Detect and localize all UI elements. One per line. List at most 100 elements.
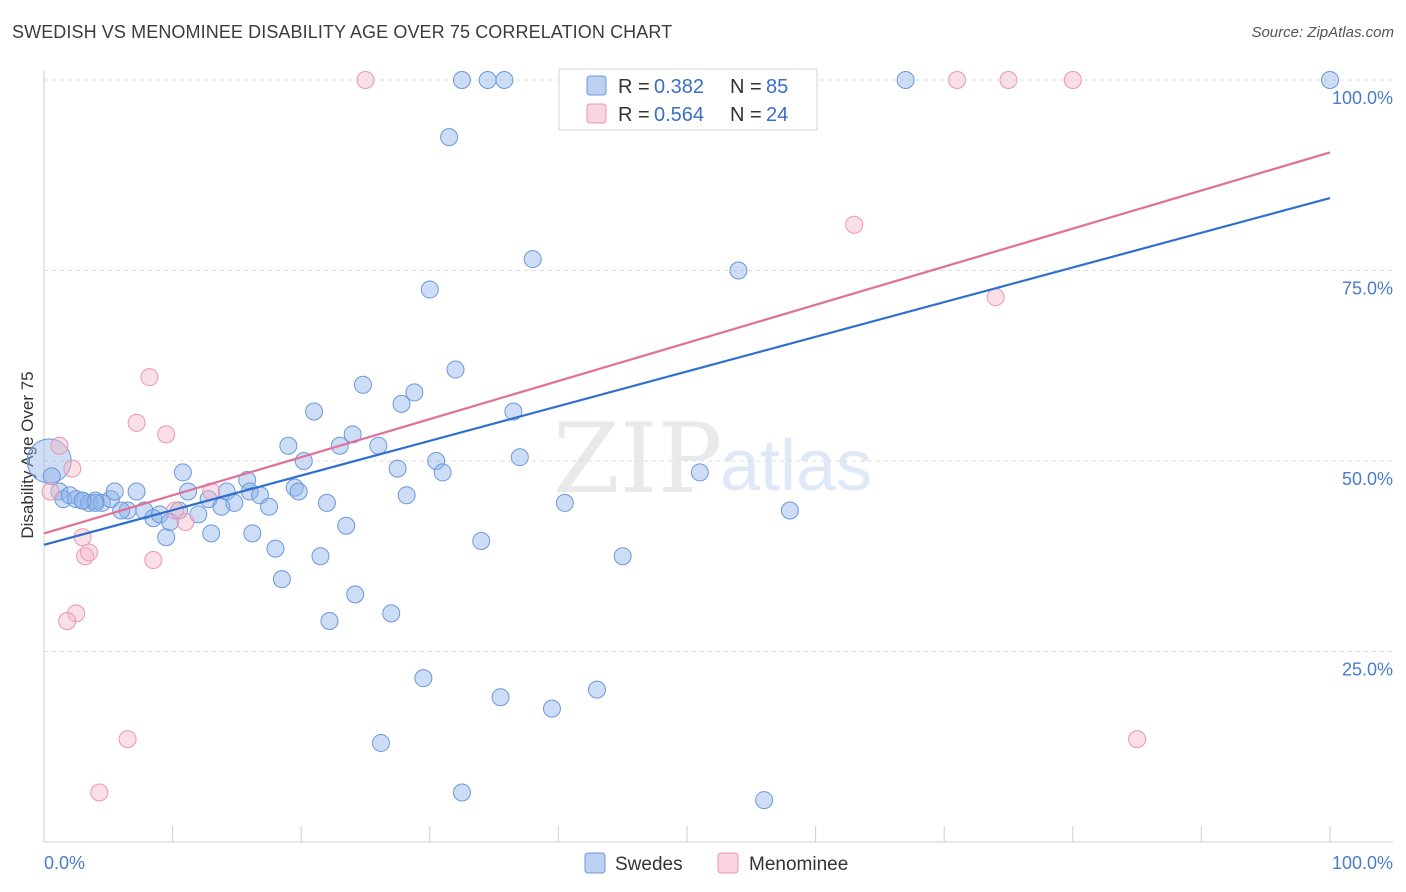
menominee-point-18 [845,215,864,234]
swedes-point-68 [510,448,529,467]
bottom-legend-swatch-menominee [717,852,739,874]
swedes-point-75 [729,261,748,280]
swedes-point-55 [414,669,433,688]
swedes-point-11 [105,482,124,501]
swedes-point-69 [523,250,542,269]
swedes-point-70 [542,699,561,718]
swedes-point-37 [289,482,308,501]
swedes-point-56 [420,280,439,299]
legend-r-label-swedes: R = [618,76,650,98]
swedes-point-35 [279,436,298,455]
swedes-point-57 [427,452,446,470]
menominee-point-7 [80,543,99,562]
swedes-point-14 [135,501,154,520]
swedes-point-52 [392,394,411,413]
menominee-point-8 [90,783,109,802]
swedes-point-65 [491,688,510,707]
watermark: ZIP atlas [553,403,872,515]
menominee-point-23 [1128,730,1147,749]
y-tick-label-25: 25.0% [1342,660,1393,680]
swedes-point-34 [272,570,291,589]
series-menominee-points [41,71,1147,802]
swedes-point-84 [73,491,92,510]
swedes-point-24 [202,524,221,543]
source-label: Source: ZipAtlas.com [1251,24,1394,41]
swedes-point-80 [1321,71,1339,89]
menominee-point-17 [356,71,375,89]
series-swedes-points [26,71,1339,810]
menominee-point-10 [127,413,146,432]
legend-swatch-menominee [586,103,607,124]
menominee-point-5 [73,528,92,547]
swedes-point-66 [495,71,514,89]
menominee-point-0 [41,482,60,501]
swedes-point-71 [555,493,574,512]
watermark-zip: ZIP [553,403,722,515]
x-axis-ticks [43,826,1331,842]
swedes-point-33 [266,539,285,558]
legend-n-value-swedes: 85 [766,76,788,98]
menominee-point-9 [118,730,137,749]
gridlines [44,79,1393,652]
swedes-point-32 [260,497,279,516]
swedes-point-30 [243,524,262,543]
menominee-point-15 [176,512,195,531]
swedes-point-20 [173,463,192,482]
swedes-point-63 [472,532,491,551]
menominee-point-20 [986,288,1005,307]
legend-n-value-menominee: 24 [766,104,788,126]
swedes-point-40 [311,547,330,566]
menominee-point-12 [144,551,163,570]
y-axis-tick-labels: 25.0% 50.0% 75.0% 100.0% [1332,88,1393,680]
legend-r-label-menominee: R = [618,104,650,126]
swedes-point-47 [353,375,372,394]
y-tick-label-100: 100.0% [1332,88,1393,108]
swedes-point-51 [388,459,407,478]
bottom-legend-swatch-swedes [584,852,606,874]
menominee-point-1 [50,436,69,455]
swedes-point-42 [320,612,339,631]
swedes-point-1 [42,467,61,486]
swedes-point-78 [780,501,799,520]
swedes-point-17 [157,528,176,547]
swedes-point-72 [587,680,606,699]
bottom-legend: Swedes Menominee [584,852,848,875]
menominee-point-3 [67,604,86,623]
y-tick-label-75: 75.0% [1342,279,1393,299]
swedes-point-79 [896,71,915,89]
swedes-point-49 [371,733,390,752]
swedes-point-73 [613,547,632,566]
swedes-point-50 [382,604,401,623]
menominee-point-19 [948,71,967,89]
menominee-point-13 [157,425,176,444]
swedes-point-54 [405,383,424,402]
trend-line-menominee [43,151,1331,535]
swedes-point-58 [433,463,452,482]
swedes-point-44 [337,516,356,535]
legend-n-label-swedes: N = [730,76,762,98]
swedes-point-61 [452,71,471,89]
menominee-point-21 [999,71,1018,89]
bottom-legend-label-menominee: Menominee [749,854,848,875]
swedes-point-62 [452,783,471,802]
swedes-point-41 [317,493,336,512]
swedes-point-48 [369,436,388,455]
swedes-point-53 [397,486,416,505]
swedes-point-59 [440,128,459,147]
swedes-point-28 [238,471,257,490]
watermark-atlas: atlas [720,426,872,506]
chart-title: SWEDISH VS MENOMINEE DISABILITY AGE OVER… [12,22,673,42]
swedes-point-39 [305,402,324,421]
legend-r-value-menominee: 0.564 [654,104,704,126]
menominee-point-11 [140,368,159,387]
trend-line-swedes [43,197,1331,546]
swedes-point-27 [225,493,244,512]
swedes-point-77 [755,791,774,810]
legend-n-label-menominee: N = [730,104,762,126]
swedes-point-13 [127,482,146,501]
legend-box: R = 0.382 N = 85 R = 0.564 N = 24 [558,68,818,131]
menominee-point-22 [1063,71,1082,89]
swedes-point-46 [346,585,365,604]
bottom-legend-label-swedes: Swedes [615,854,683,875]
